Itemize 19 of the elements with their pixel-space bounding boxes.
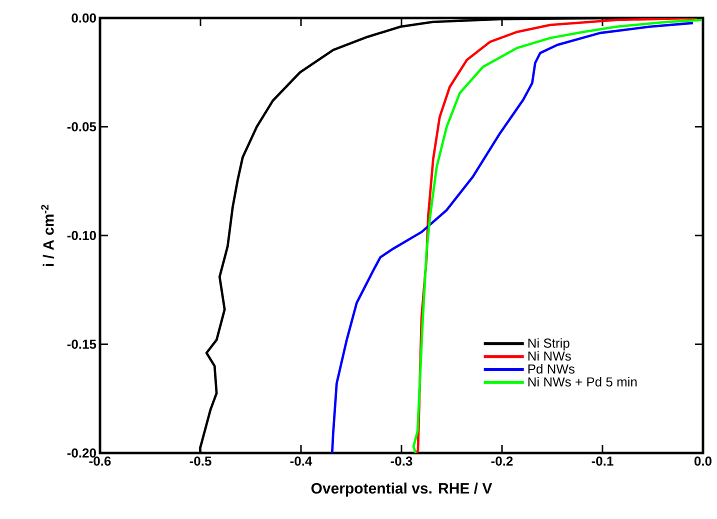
legend-label: Ni NWs	[528, 351, 571, 361]
legend-label: Pd NWs	[528, 364, 575, 374]
legend-label: Ni NWs + Pd 5 min	[528, 376, 637, 387]
x-tick-label: -0.1	[592, 456, 614, 466]
y-axis-title: i / A cm$^{-2}$	[41, 204, 54, 266]
x-tick-label: -0.6	[89, 456, 111, 466]
x-axis-title: Overpotential vs. RHE / V	[311, 482, 492, 497]
x-tick-label: -0.5	[190, 456, 212, 466]
x-tick-label: -0.2	[491, 456, 513, 466]
y-tick-label: 0.00	[72, 13, 96, 23]
y-tick-label: -0.20	[67, 448, 96, 458]
legend-label: Ni Strip	[528, 338, 570, 350]
y-tick-label: -0.05	[67, 122, 96, 132]
line-series	[330, 22, 694, 453]
x-tick-label: -0.3	[390, 456, 412, 466]
x-tick-label: -0.4	[290, 456, 312, 466]
x-tick-label: 0.0	[694, 456, 712, 466]
y-tick-label: -0.15	[67, 340, 96, 349]
y-tick-label: -0.10	[67, 230, 96, 240]
